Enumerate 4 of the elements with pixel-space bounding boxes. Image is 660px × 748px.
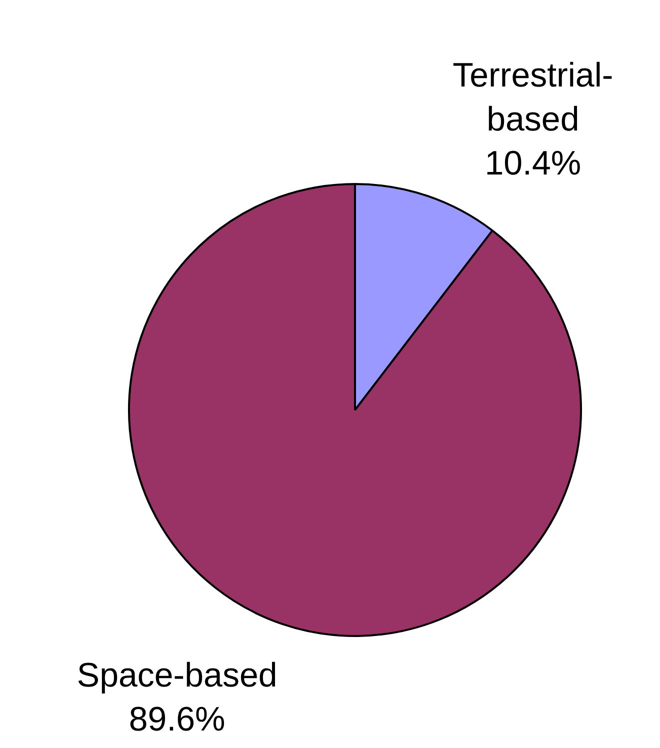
- data-label: 89.6%: [128, 700, 226, 738]
- data-label: 10.4%: [484, 144, 582, 182]
- slice-label: Terrestrial-based: [452, 56, 614, 138]
- slice-label: Space-based: [76, 656, 278, 694]
